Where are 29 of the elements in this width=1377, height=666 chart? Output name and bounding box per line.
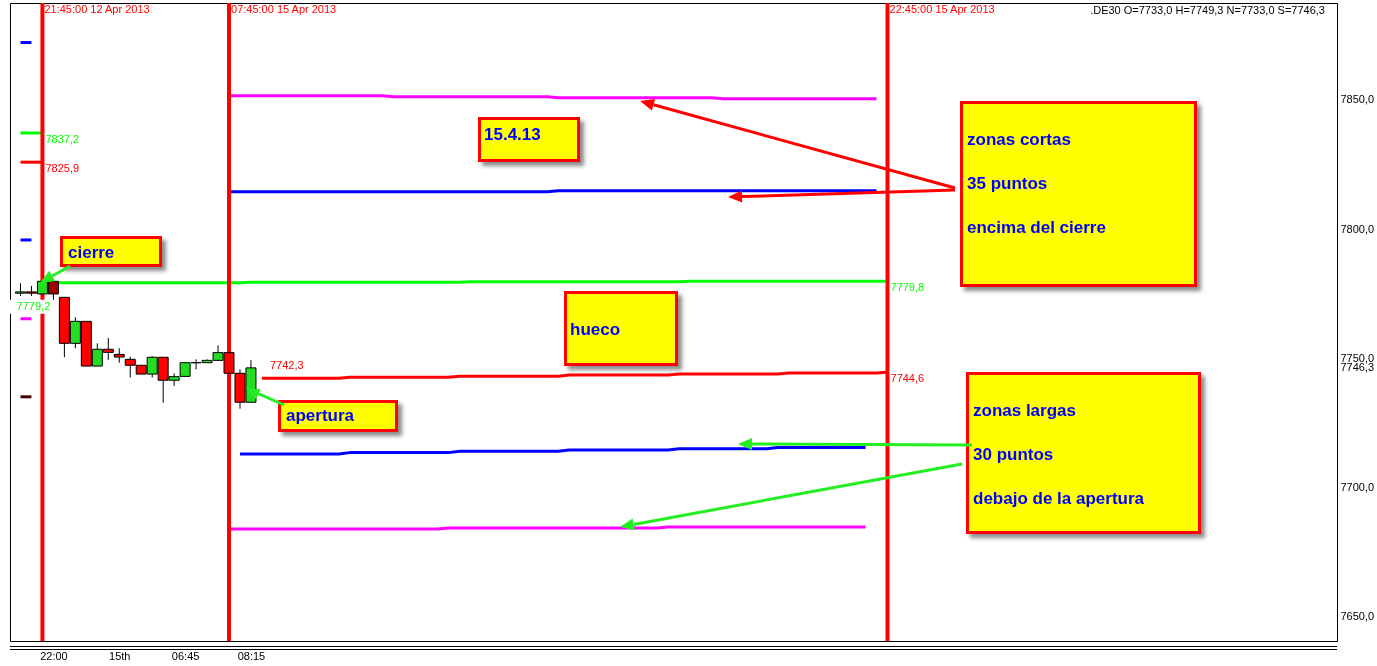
y-tick-label: 7850,0 bbox=[1340, 93, 1375, 106]
annotation: hueco bbox=[570, 320, 621, 339]
x-tick-label: 06:45 bbox=[171, 649, 200, 662]
note-box: hueco bbox=[564, 291, 678, 366]
x-tick-label: 15th bbox=[109, 649, 131, 662]
x-tick-label: 22:00 bbox=[40, 649, 68, 662]
y-tick-label: 7700,0 bbox=[1340, 481, 1375, 494]
y-tick-label: 7800,0 bbox=[1340, 222, 1375, 235]
annotation: apertura bbox=[286, 406, 355, 425]
data-label: 7837,2 bbox=[45, 132, 80, 145]
note-box: apertura bbox=[278, 400, 398, 432]
y-tick-label: 7750,0 bbox=[1340, 351, 1375, 364]
data-label: 7779,2 bbox=[16, 299, 51, 312]
annotation: 07:45:00 15 Apr 2013 bbox=[231, 3, 337, 15]
data-label: 7744,6 bbox=[890, 372, 925, 385]
x-tick-label: 08:15 bbox=[237, 649, 266, 662]
annotation: 15.4.13 bbox=[484, 125, 541, 144]
data-label: 7779,8 bbox=[890, 281, 925, 294]
data-label: 7825,9 bbox=[45, 162, 80, 175]
note-box: cierre bbox=[60, 236, 162, 267]
annotation: cierre bbox=[68, 243, 115, 262]
note-box: zonas cortas 35 puntos encima del cierre bbox=[960, 101, 1197, 287]
note-box: zonas largas 30 puntos debajo de la apertura bbox=[966, 372, 1201, 534]
y-tick-label: 7650,0 bbox=[1340, 610, 1375, 623]
note-box: 15.4.13 bbox=[478, 117, 580, 162]
annotation: 22:45:00 15 Apr 2013 bbox=[889, 3, 995, 15]
annotation: 21:45:00 12 Apr 2013 bbox=[44, 3, 150, 15]
chart-title: .DE30 O=7733,0 H=7749,3 N=7733,0 S=7746,3 bbox=[1090, 4, 1325, 16]
data-label: 7742,3 bbox=[269, 359, 304, 372]
